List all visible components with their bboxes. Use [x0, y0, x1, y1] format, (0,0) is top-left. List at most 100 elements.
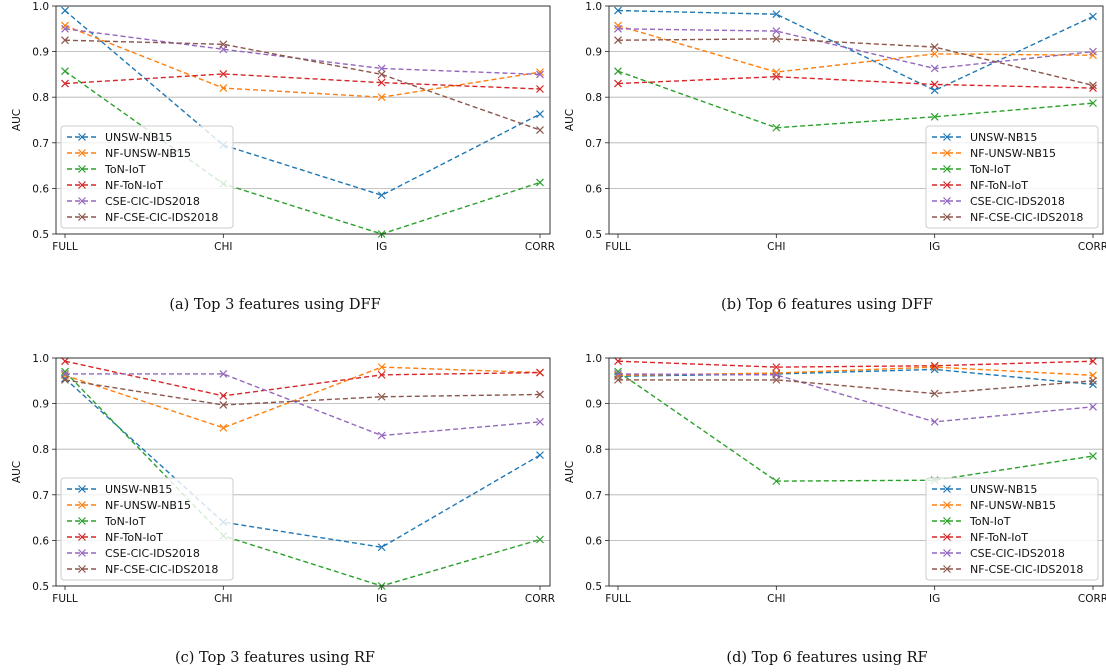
legend-label: UNSW-NB15: [105, 131, 172, 144]
x-tick-label: CORR: [1078, 593, 1106, 605]
data-point: [930, 64, 939, 73]
data-point: [1089, 357, 1097, 366]
caption-c: (c) Top 3 features using RF: [175, 650, 375, 666]
legend-marker: [943, 213, 951, 221]
data-point: [536, 110, 544, 118]
data-point: [536, 126, 544, 134]
series-line: [64, 10, 541, 196]
series-line: [617, 371, 1094, 482]
legend-label: NF-CSE-CIC-IDS2018: [105, 211, 218, 224]
legend-marker: [78, 533, 86, 541]
data-point: [377, 392, 386, 401]
data-point: [377, 431, 386, 440]
y-tick-label: 0.9: [585, 47, 602, 59]
legend-label: UNSW-NB15: [105, 483, 172, 496]
x-tick-label: CORR: [525, 241, 555, 253]
data-point: [377, 543, 386, 552]
x-tick-label: FULL: [52, 593, 78, 605]
chart-panel-b: 0.5 0.6 0.7 0.8 0.9 1.0 AUC FULL CHI IG CORR UNSW-N…: [564, 1, 1106, 253]
y-tick-label: 0.7: [32, 138, 49, 150]
legend-marker: [943, 165, 951, 173]
y-tick-label: 0.5: [32, 581, 49, 593]
legend-box: [60, 477, 234, 581]
data-point: [772, 123, 781, 132]
caption-d: (d) Top 6 features using RF: [726, 650, 928, 666]
data-point: [536, 368, 544, 377]
y-tick-label: 1.0: [585, 1, 602, 13]
chart-panel-c: 0.5 0.6 0.7 0.8 0.9 1.0 AUC FULL CHI IG CORR UNSW-N…: [11, 353, 555, 605]
data-point: [614, 6, 622, 15]
axes-frame: [608, 5, 1104, 235]
caption-a: (a) Top 3 features using DFF: [169, 297, 381, 313]
legend-marker: [78, 181, 86, 189]
axes-frame: [55, 5, 551, 235]
series-line: [64, 39, 541, 131]
y-tick-label: 0.8: [585, 92, 602, 104]
y-tick-label: 0.5: [585, 581, 602, 593]
legend-label: NF-ToN-IoT: [105, 531, 163, 544]
legend-label: NF-ToN-IoT: [105, 179, 163, 192]
legend-marker: [943, 517, 951, 525]
series-line: [64, 24, 541, 98]
data-point: [1089, 47, 1097, 56]
legend-label: NF-CSE-CIC-IDS2018: [105, 563, 218, 576]
legend-marker: [943, 197, 951, 205]
x-tick-label: CHI: [767, 241, 785, 253]
x-tick-label: CORR: [525, 593, 555, 605]
legend-marker: [943, 149, 951, 157]
series-line: [64, 379, 541, 406]
x-tick-label: CHI: [214, 241, 232, 253]
legend-marker: [943, 549, 951, 557]
y-tick-label: 0.8: [585, 444, 602, 456]
data-point: [614, 24, 622, 33]
legend-label: NF-ToN-IoT: [970, 179, 1028, 192]
data-point: [614, 357, 622, 366]
data-point: [614, 36, 622, 45]
y-tick-label: 0.6: [32, 535, 49, 547]
y-axis-label: AUC: [11, 461, 23, 483]
series-line: [64, 378, 541, 548]
data-point: [1089, 402, 1097, 411]
data-point: [219, 84, 228, 93]
legend-label: CSE-CIC-IDS2018: [105, 547, 200, 560]
legend-marker: [943, 181, 951, 189]
y-tick-label: 0.9: [32, 47, 49, 59]
data-point: [1089, 452, 1097, 460]
legend-label: NF-CSE-CIC-IDS2018: [970, 563, 1083, 576]
data-point: [61, 24, 69, 33]
data-point: [930, 86, 939, 95]
x-tick-label: IG: [929, 593, 940, 605]
data-point: [1089, 12, 1097, 21]
series-line: [64, 366, 541, 429]
data-point: [1089, 84, 1097, 93]
axes-frame: [55, 357, 551, 587]
y-tick-label: 0.6: [585, 183, 602, 195]
x-tick-label: IG: [376, 593, 387, 605]
series-line: [617, 366, 1094, 377]
y-tick-label: 0.7: [32, 490, 49, 502]
data-point: [930, 49, 939, 58]
series-line: [64, 371, 541, 587]
legend-box: [60, 125, 234, 229]
legend-marker: [78, 165, 86, 173]
data-point: [772, 363, 781, 372]
data-point: [61, 79, 69, 88]
series-line: [617, 360, 1094, 368]
legend-label: CSE-CIC-IDS2018: [105, 195, 200, 208]
legend-marker: [943, 501, 951, 509]
data-point: [377, 370, 386, 379]
data-point: [61, 67, 69, 76]
data-point: [772, 72, 781, 81]
y-tick-label: 1.0: [32, 353, 49, 365]
data-point: [377, 64, 386, 73]
series-line: [617, 368, 1094, 386]
series-line: [65, 373, 541, 437]
y-axis-label: AUC: [11, 109, 23, 131]
chart-panel-a: 0.5 0.6 0.7 0.8 0.9 1.0 AUC FULL CHI IG CORR UNSW-N…: [11, 1, 555, 253]
data-point: [536, 535, 544, 544]
legend-marker: [943, 485, 951, 493]
y-tick-label: 1.0: [32, 1, 49, 13]
data-point: [219, 401, 228, 409]
data-point: [1089, 380, 1097, 389]
legend-label: CSE-CIC-IDS2018: [970, 547, 1065, 560]
